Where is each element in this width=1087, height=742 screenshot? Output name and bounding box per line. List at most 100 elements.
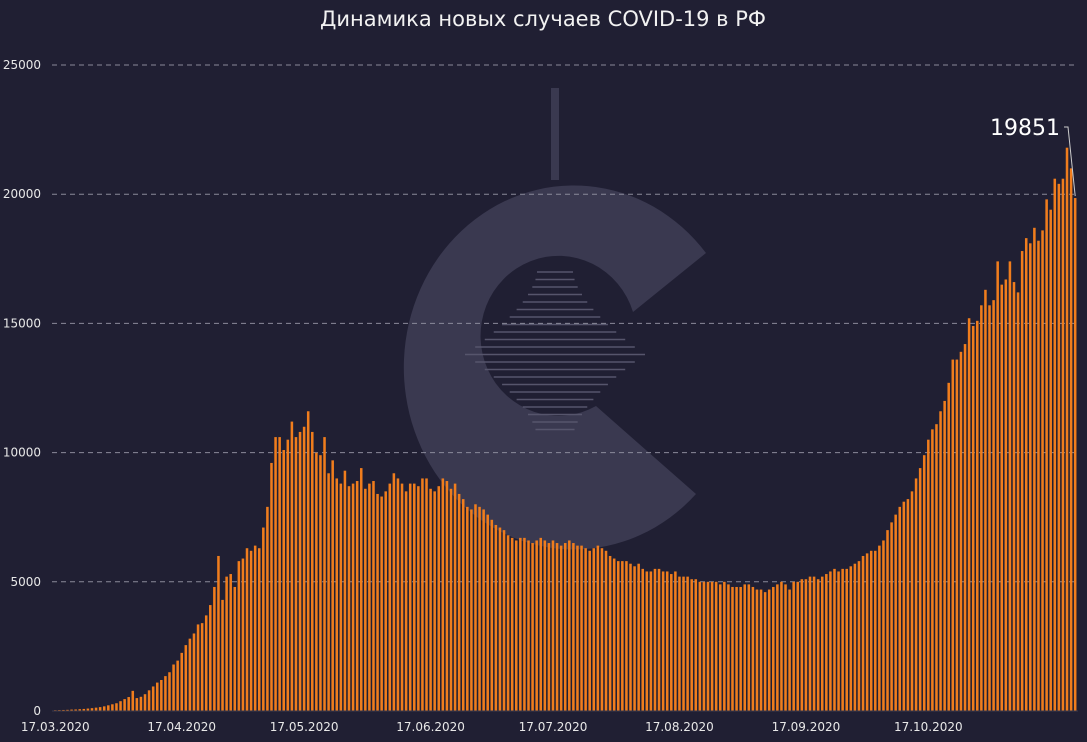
bar — [674, 571, 677, 711]
bar — [984, 289, 987, 711]
bar — [927, 439, 930, 711]
bar — [837, 571, 840, 711]
bar — [123, 699, 126, 711]
bar — [351, 483, 355, 711]
bar — [127, 697, 130, 711]
bar — [143, 694, 147, 711]
bar — [376, 493, 379, 711]
bar — [188, 638, 192, 711]
y-tick-label: 10000 — [3, 446, 41, 460]
bar — [413, 483, 416, 711]
x-tick-label: 17.07.2020 — [519, 720, 588, 734]
bar — [816, 579, 820, 711]
bar — [869, 550, 873, 711]
bar — [233, 586, 237, 711]
bar — [535, 540, 538, 711]
bar — [784, 584, 787, 711]
bar — [1024, 238, 1028, 711]
bar — [221, 599, 224, 711]
bar — [563, 543, 567, 711]
bar — [808, 576, 812, 711]
bar — [641, 568, 644, 711]
x-tick-label: 17.10.2020 — [894, 720, 963, 734]
bar — [490, 519, 494, 711]
annotation-leader-line — [1064, 126, 1076, 197]
bar — [486, 514, 489, 711]
bar — [290, 421, 294, 711]
bar — [967, 318, 971, 711]
bar — [335, 478, 339, 711]
y-tick-label: 0 — [33, 704, 41, 718]
bar — [759, 589, 763, 711]
bar — [515, 540, 518, 711]
bar — [731, 586, 734, 711]
bar — [580, 545, 583, 711]
bar — [531, 543, 534, 711]
bar — [384, 491, 387, 711]
bar — [780, 581, 783, 711]
bar — [788, 589, 791, 711]
bar — [686, 576, 689, 711]
x-axis: 17.03.2020 17.04.2020 17.05.2020 17.06.2020… — [21, 720, 963, 734]
bar — [829, 571, 832, 711]
bar — [213, 586, 216, 711]
bar — [225, 576, 228, 711]
bar — [298, 431, 302, 711]
bar — [274, 437, 277, 711]
bar — [800, 579, 804, 711]
bar — [959, 351, 963, 711]
bar — [286, 439, 290, 711]
bar — [755, 589, 759, 711]
bar — [270, 462, 273, 711]
bar — [278, 437, 281, 711]
bar — [229, 574, 232, 711]
bar — [992, 300, 995, 711]
bar — [209, 605, 212, 711]
bar — [437, 486, 441, 711]
bar — [621, 561, 624, 711]
x-tick-label: 17.04.2020 — [147, 720, 216, 734]
bar — [400, 483, 404, 711]
bar — [861, 555, 865, 711]
bar — [302, 426, 306, 711]
bar — [253, 545, 257, 711]
bar — [1012, 282, 1016, 711]
bar — [388, 483, 392, 711]
bar — [266, 506, 269, 711]
watermark-antenna — [551, 88, 559, 180]
bar — [396, 478, 400, 711]
bar — [323, 437, 326, 711]
bar — [1041, 230, 1044, 711]
bar — [576, 545, 579, 711]
bar — [319, 455, 322, 711]
bar — [625, 561, 628, 711]
bar — [74, 709, 77, 711]
bar — [706, 581, 710, 711]
bar — [131, 690, 135, 711]
bar — [90, 708, 94, 711]
bar — [882, 540, 885, 711]
bar — [62, 709, 65, 711]
bar — [559, 545, 563, 711]
bar — [355, 481, 359, 711]
bar — [988, 305, 991, 711]
bar — [1037, 240, 1040, 711]
bar — [164, 676, 167, 711]
bar — [886, 530, 889, 711]
bar — [457, 493, 461, 711]
bar — [572, 543, 575, 711]
bar — [151, 686, 155, 711]
bar — [596, 545, 600, 711]
bar — [931, 429, 934, 711]
bar — [1033, 227, 1036, 712]
bar — [86, 708, 90, 711]
bar — [506, 535, 510, 711]
bar — [282, 450, 285, 711]
bar — [294, 437, 298, 711]
bar — [466, 506, 469, 711]
bar — [98, 707, 102, 711]
bar — [568, 540, 571, 711]
bar — [327, 473, 330, 711]
bar — [735, 586, 738, 711]
bar — [217, 555, 220, 711]
